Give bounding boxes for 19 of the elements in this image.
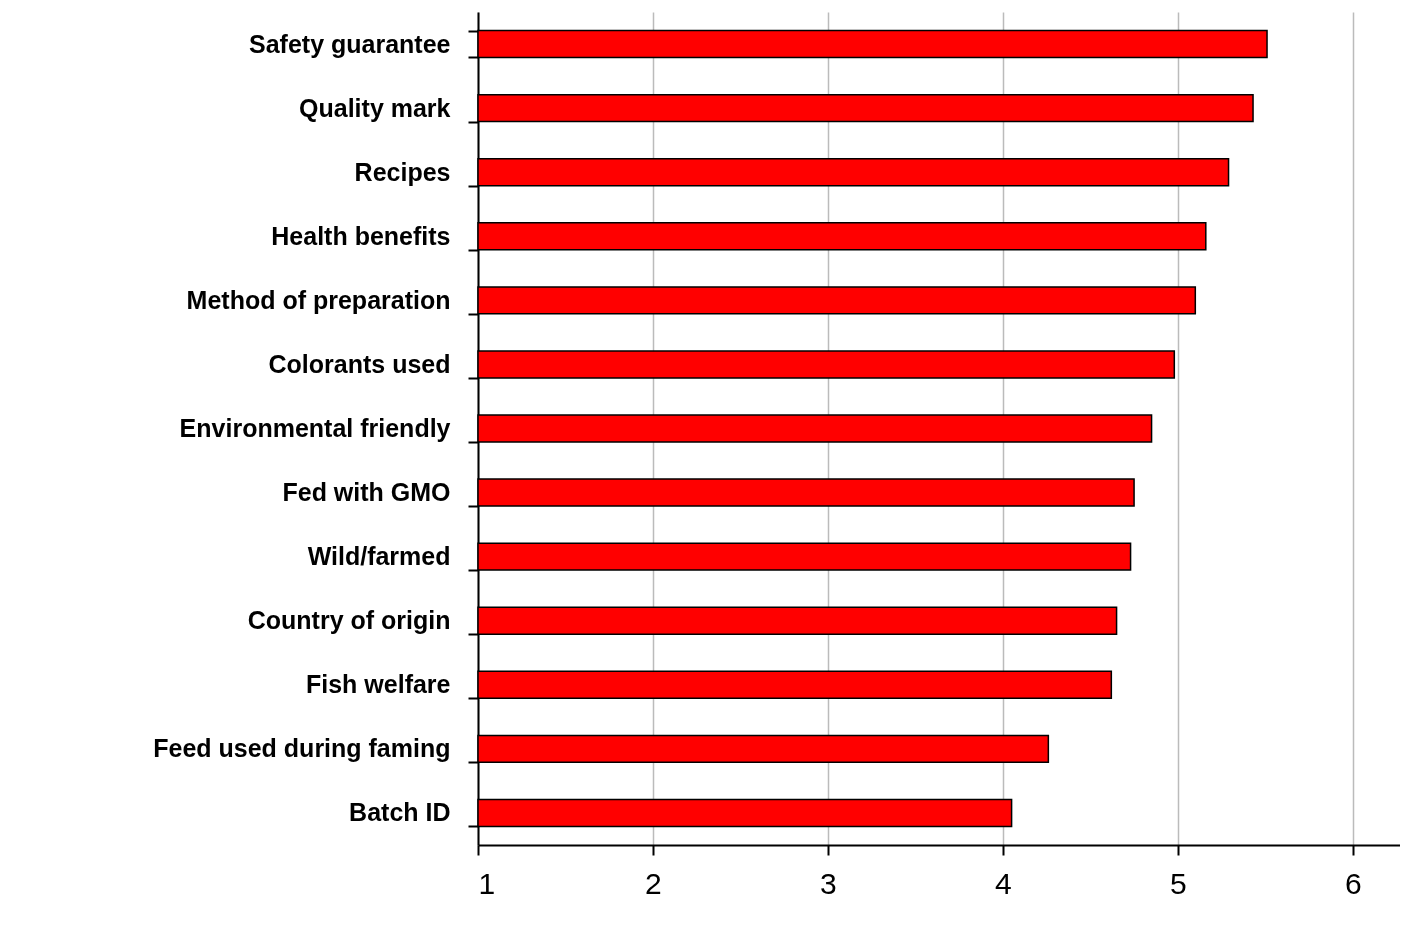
y-tick-label: Recipes: [354, 157, 451, 186]
y-tick-label: Quality mark: [299, 93, 451, 122]
y-tick-label: Wild/farmed: [307, 542, 451, 571]
y-tick-label: Fish welfare: [306, 670, 451, 699]
x-tick-label: 4: [995, 866, 1012, 900]
y-tick-label: Feed used during faming: [153, 734, 451, 763]
x-tick-label: 6: [1344, 866, 1362, 900]
y-tick-label: Environmental friendly: [179, 414, 451, 442]
y-tick-label: Batch ID: [349, 798, 451, 827]
y-tick-label: Safety guarantee: [249, 29, 451, 58]
y-tick-label: Health benefits: [271, 221, 451, 250]
x-tick-label: 1: [478, 866, 496, 900]
y-tick-label: Country of origin: [247, 606, 451, 635]
y-tick-label: Fed with GMO: [282, 478, 451, 507]
x-tick-label: 5: [1169, 866, 1187, 900]
x-tick-label: 3: [820, 866, 837, 900]
y-tick-label: Method of preparation: [186, 285, 451, 314]
x-tick-label: 2: [645, 866, 662, 900]
y-tick-label: Colorants used: [268, 349, 451, 378]
